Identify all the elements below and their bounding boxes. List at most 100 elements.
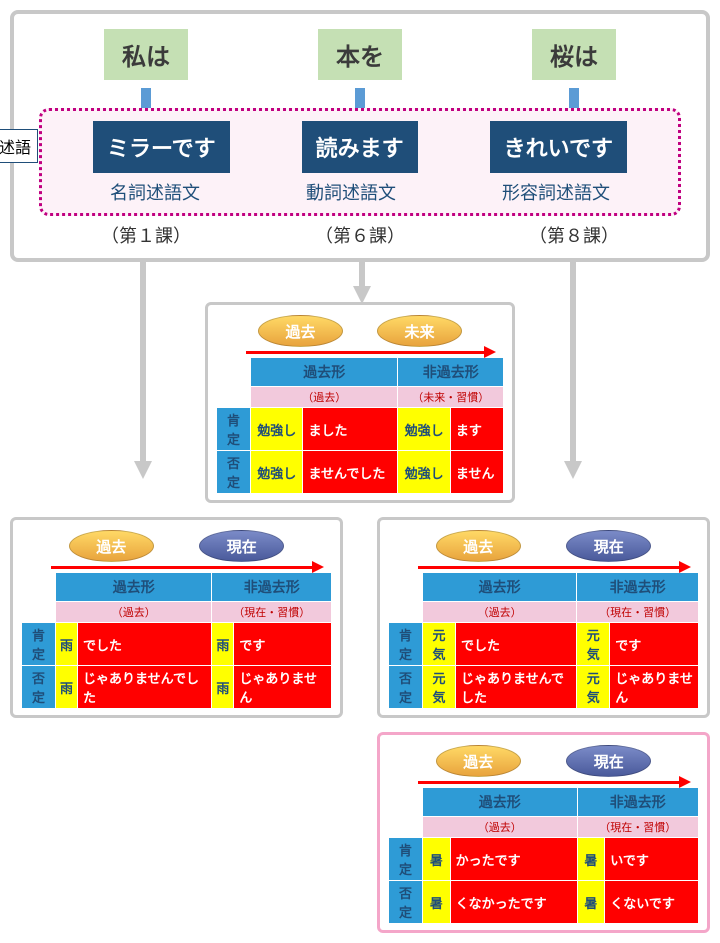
row-label-0: 肯定 — [389, 623, 423, 666]
lesson-1: （第１課） — [101, 222, 191, 248]
ending-nonpast-0: ます — [450, 408, 503, 451]
stem-nonpast-1: 元気 — [577, 666, 610, 709]
stem-past-0: 勉強し — [251, 408, 303, 451]
ending-past-0: でした — [456, 623, 577, 666]
subject-1: 私は — [104, 29, 188, 80]
tables-area: 過去未来過去形非過去形（過去）（未来・習慣）肯定勉強しました勉強します否定勉強し… — [10, 302, 710, 933]
connector-3 — [569, 88, 579, 108]
stem-nonpast-0: 勉強し — [398, 408, 450, 451]
timeline — [418, 779, 691, 787]
stem-nonpast-0: 暑 — [577, 838, 605, 881]
col-past: 過去形 — [423, 573, 577, 602]
arrow-spacer-1 — [10, 262, 710, 302]
ending-nonpast-1: ません — [450, 451, 503, 494]
oval-past: 過去 — [436, 745, 521, 777]
col-nonpast: 非過去形 — [398, 358, 504, 387]
stem-nonpast-0: 雨 — [212, 623, 234, 666]
predicates-row: ミラーです 読みます きれいです — [57, 121, 663, 173]
timeline — [246, 349, 496, 357]
oval-nonpast: 現在 — [199, 530, 284, 562]
subject-2: 本を — [318, 29, 402, 80]
conjugation-table-i_adj: 過去現在過去形非過去形（過去）（現在・習慣）肯定暑かったです暑いです否定暑くなか… — [377, 732, 710, 933]
arrow-head-left — [134, 461, 152, 479]
stem-past-0: 暑 — [423, 838, 451, 881]
row-label-1: 否定 — [389, 881, 423, 924]
lesson-3: （第８課） — [529, 222, 619, 248]
ending-past-1: ませんでした — [303, 451, 398, 494]
ending-nonpast-0: です — [610, 623, 699, 666]
ending-past-0: ました — [303, 408, 398, 451]
sub-past: （過去） — [423, 602, 577, 623]
oval-nonpast: 現在 — [566, 530, 651, 562]
tense-ovals: 過去 現在 — [388, 530, 699, 562]
tense-ovals: 過去 未来 — [216, 315, 504, 347]
type-2: 動詞述語文 — [306, 179, 396, 205]
row-label-0: 肯定 — [389, 838, 423, 881]
ending-past-0: かったです — [450, 838, 577, 881]
row-label-1: 否定 — [217, 451, 251, 494]
oval-past: 過去 — [436, 530, 521, 562]
ending-nonpast-1: じゃありません — [234, 666, 332, 709]
col-nonpast: 非過去形 — [212, 573, 332, 602]
connector-1 — [141, 88, 151, 108]
conjugation-table-noun: 過去現在過去形非過去形（過去）（現在・習慣）肯定雨でした雨です否定雨じゃありませ… — [10, 517, 343, 718]
arrow-stem-right — [570, 262, 576, 462]
table-row-3: 過去現在過去形非過去形（過去）（現在・習慣）肯定暑かったです暑いです否定暑くなか… — [10, 732, 710, 933]
ending-past-1: じゃありませんでした — [78, 666, 212, 709]
arrow-stem-center — [359, 262, 365, 287]
ending-nonpast-1: じゃありません — [610, 666, 699, 709]
sub-nonpast: （現在・習慣） — [577, 817, 698, 838]
conjugation-grid: 過去形非過去形（過去）（現在・習慣）肯定雨でした雨です否定雨じゃありませんでした… — [21, 572, 332, 709]
col-past: 過去形 — [56, 573, 212, 602]
predicate-group: 述語 ミラーです 読みます きれいです 名詞述語文 動詞述語文 形容詞述語文 — [39, 108, 681, 216]
oval-nonpast: 未来 — [377, 315, 462, 347]
sub-nonpast: （現在・習慣） — [577, 602, 699, 623]
arrow-head-center — [353, 286, 371, 304]
stem-nonpast-1: 暑 — [577, 881, 605, 924]
conjugation-grid: 過去形非過去形（過去）（現在・習慣）肯定元気でした元気です否定元気じゃありません… — [388, 572, 699, 709]
table-row-1: 過去未来過去形非過去形（過去）（未来・習慣）肯定勉強しました勉強します否定勉強し… — [10, 302, 710, 503]
ending-past-0: でした — [78, 623, 212, 666]
sub-nonpast: （未来・習慣） — [398, 387, 504, 408]
predicate-3: きれいです — [490, 121, 627, 173]
conjugation-grid: 過去形非過去形（過去）（現在・習慣）肯定暑かったです暑いです否定暑くなかったです… — [388, 787, 699, 924]
oval-past: 過去 — [258, 315, 343, 347]
type-3: 形容詞述語文 — [502, 179, 610, 205]
oval-past: 過去 — [69, 530, 154, 562]
conjugation-table-na_adj: 過去現在過去形非過去形（過去）（現在・習慣）肯定元気でした元気です否定元気じゃあ… — [377, 517, 710, 718]
ending-nonpast-0: いです — [605, 838, 699, 881]
table-row-2: 過去現在過去形非過去形（過去）（現在・習慣）肯定雨でした雨です否定雨じゃありませ… — [10, 517, 710, 718]
stem-nonpast-1: 雨 — [212, 666, 234, 709]
row-label-0: 肯定 — [22, 623, 56, 666]
conjugation-grid: 過去形非過去形（過去）（未来・習慣）肯定勉強しました勉強します否定勉強しませんで… — [216, 357, 504, 494]
timeline — [51, 564, 324, 572]
stem-nonpast-1: 勉強し — [398, 451, 450, 494]
ending-past-1: くなかったです — [450, 881, 577, 924]
timeline — [418, 564, 691, 572]
row-label-1: 否定 — [22, 666, 56, 709]
connector-2 — [355, 88, 365, 108]
stem-past-1: 雨 — [56, 666, 78, 709]
col-nonpast: 非過去形 — [577, 788, 698, 817]
col-past: 過去形 — [251, 358, 398, 387]
tense-ovals: 過去 現在 — [21, 530, 332, 562]
subjects-row: 私は 本を 桜は — [39, 29, 681, 80]
arrow-head-right — [564, 461, 582, 479]
tense-ovals: 過去 現在 — [388, 745, 699, 777]
predicate-2: 読みます — [302, 121, 418, 173]
sub-nonpast: （現在・習慣） — [212, 602, 332, 623]
oval-nonpast: 現在 — [566, 745, 651, 777]
col-past: 過去形 — [423, 788, 578, 817]
stem-past-1: 元気 — [423, 666, 456, 709]
sub-past: （過去） — [251, 387, 398, 408]
type-labels-row: 名詞述語文 動詞述語文 形容詞述語文 — [57, 179, 663, 205]
ending-past-1: じゃありませんでした — [456, 666, 577, 709]
stem-nonpast-0: 元気 — [577, 623, 610, 666]
ending-nonpast-1: くないです — [605, 881, 699, 924]
sub-past: （過去） — [56, 602, 212, 623]
ending-nonpast-0: です — [234, 623, 332, 666]
predicate-label: 述語 — [0, 129, 38, 163]
row-label-0: 肯定 — [217, 408, 251, 451]
predicate-1: ミラーです — [93, 121, 230, 173]
conjugation-table-verb: 過去未来過去形非過去形（過去）（未来・習慣）肯定勉強しました勉強します否定勉強し… — [205, 302, 515, 503]
